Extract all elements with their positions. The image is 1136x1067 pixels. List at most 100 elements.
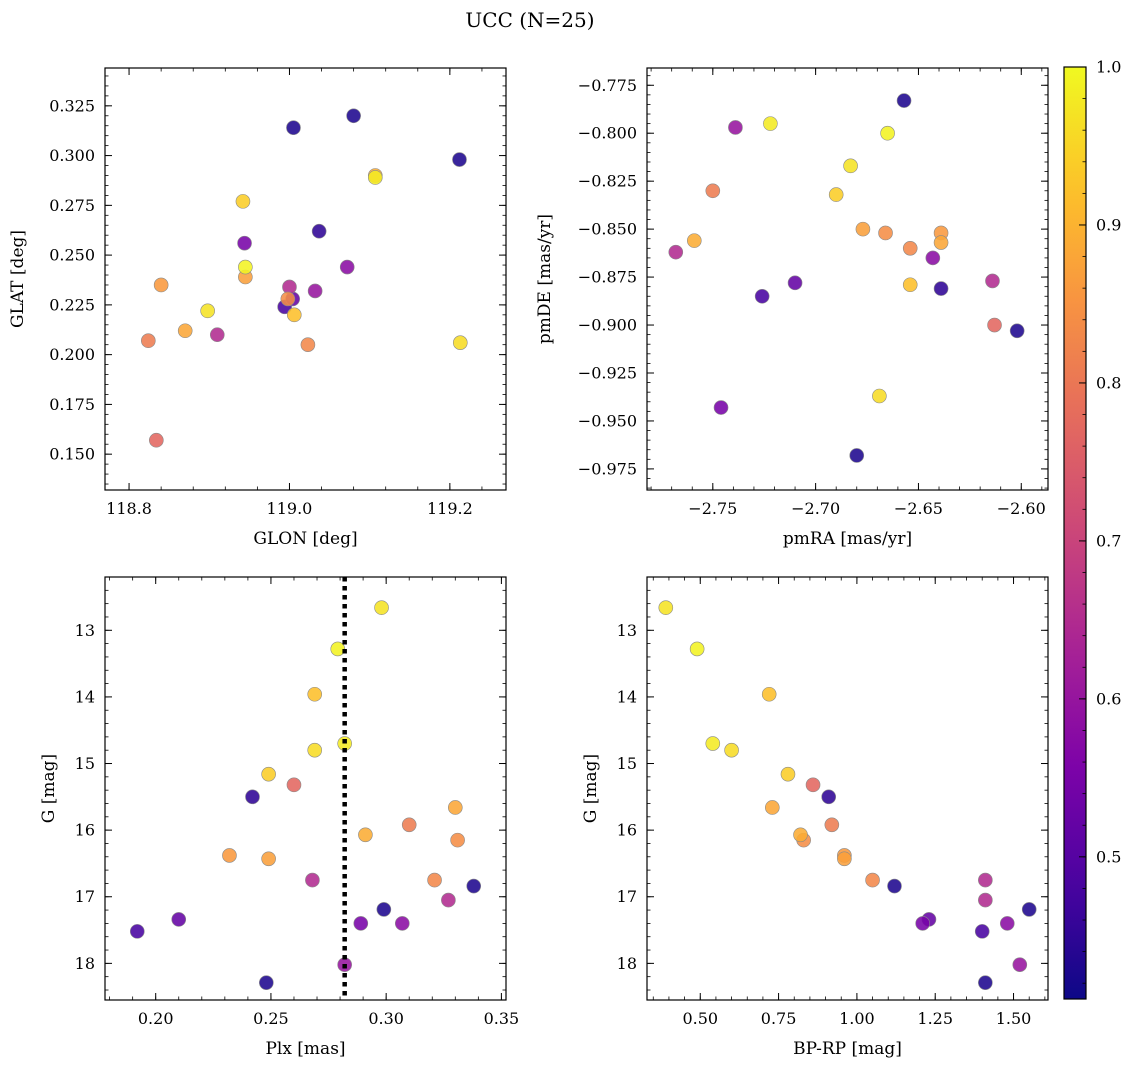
data-point — [141, 333, 156, 349]
data-point — [129, 924, 145, 939]
x-tick-label: 118.8 — [106, 499, 152, 518]
data-point — [286, 120, 301, 136]
y-tick-label: −0.875 — [578, 268, 637, 287]
y-tick-label: 0.225 — [49, 295, 95, 314]
data-point — [286, 777, 302, 793]
y-tick-label: 15 — [75, 754, 95, 773]
data-point — [849, 448, 865, 463]
y-tick-label: 0.325 — [49, 96, 95, 115]
data-point — [171, 912, 187, 927]
data-point — [1009, 323, 1025, 339]
y-tick-label: −0.975 — [578, 459, 637, 478]
data-point — [978, 892, 993, 908]
y-tick-label: −0.775 — [578, 76, 637, 95]
data-point — [915, 916, 930, 931]
data-point — [878, 225, 893, 241]
data-point — [376, 902, 392, 917]
x-tick-label: 0.25 — [253, 1009, 289, 1028]
x-tick-label: 0.35 — [484, 1009, 520, 1028]
data-point — [153, 277, 169, 293]
y-tick-label: 0.250 — [49, 246, 95, 265]
x-tick-label: 119.2 — [427, 499, 473, 518]
data-point — [305, 872, 320, 888]
x-tick-label: 0.75 — [761, 1009, 797, 1028]
data-point — [793, 827, 808, 843]
y-tick-label: 17 — [75, 887, 95, 906]
x-axis-label: BP-RP [mag] — [793, 1039, 902, 1059]
x-tick-label: 1.50 — [996, 1009, 1032, 1028]
y-tick-label: 13 — [75, 621, 95, 640]
colorbar-tick-label: 0.5 — [1096, 847, 1121, 866]
x-tick-label: −2.65 — [894, 499, 943, 518]
data-point — [450, 832, 465, 848]
data-point — [452, 152, 467, 167]
y-tick-label: 0.300 — [49, 146, 95, 165]
data-point — [447, 800, 463, 815]
data-point — [754, 288, 770, 304]
data-point — [307, 283, 323, 299]
colorbar: 0.5 0.6 0.7 0.8 0.9 1.0 — [1063, 58, 1121, 1000]
data-point — [985, 273, 1000, 289]
data-point — [441, 892, 456, 908]
data-point — [843, 158, 858, 174]
colorbar-tick-label: 0.8 — [1096, 373, 1121, 392]
axes-frame — [104, 67, 507, 491]
data-point — [358, 827, 373, 843]
data-point — [346, 108, 361, 124]
data-point — [286, 307, 302, 323]
data-points — [658, 600, 1037, 990]
y-tick-label: 18 — [617, 954, 637, 973]
plx-g-panel: 0.20 0.25 0.30 0.35 13 14 15 16 17 18 Plx [mas] G [… — [39, 576, 520, 1059]
data-point — [705, 183, 721, 199]
data-point — [933, 235, 949, 250]
figure-title: UCC (N=25) — [465, 8, 594, 32]
data-point — [307, 686, 323, 702]
data-point — [235, 194, 251, 209]
cmd-panel: 0.50 0.75 1.00 1.25 1.50 13 14 15 16 17 18 BP-RP [m… — [581, 576, 1049, 1059]
colorbar-tick-label: 1.0 — [1096, 58, 1121, 77]
data-point — [307, 742, 323, 758]
x-tick-label: 0.20 — [138, 1009, 174, 1028]
data-point — [713, 400, 729, 415]
y-axis-label: pmDE [mas/yr] — [535, 214, 555, 344]
y-tick-label: 0.275 — [49, 196, 95, 215]
y-axis-label: G [mag] — [39, 754, 59, 823]
data-point — [200, 303, 215, 319]
y-tick-label: 14 — [75, 687, 95, 706]
data-point — [865, 872, 880, 888]
data-point — [149, 432, 164, 448]
y-tick-label: 16 — [617, 821, 637, 840]
data-point — [933, 281, 949, 296]
data-point — [209, 327, 225, 343]
data-point — [222, 848, 237, 863]
data-point — [668, 244, 684, 260]
data-point — [872, 388, 887, 404]
data-point — [855, 221, 871, 237]
colorbar-gradient — [1063, 66, 1087, 1000]
data-point — [237, 235, 252, 251]
data-point — [177, 323, 193, 339]
y-axis-label: G [mag] — [581, 754, 601, 823]
y-tick-label: 17 — [617, 887, 637, 906]
glon-glat-panel: 118.8 119.0 119.2 0.150 0.175 0.200 0.225 0.250… — [8, 67, 507, 549]
data-point — [902, 241, 918, 256]
colorbar-tick-label: 0.6 — [1096, 689, 1121, 708]
data-point — [763, 116, 778, 131]
x-tick-label: −2.70 — [791, 499, 840, 518]
data-point — [259, 975, 274, 990]
data-point — [1021, 902, 1037, 917]
colorbar-tick-label: 0.7 — [1096, 531, 1121, 550]
data-point — [824, 817, 840, 833]
data-point — [705, 736, 721, 751]
data-point — [728, 120, 743, 135]
y-tick-label: −0.850 — [578, 220, 637, 239]
y-tick-label: 0.200 — [49, 345, 95, 364]
x-tick-label: 119.0 — [267, 499, 313, 518]
data-point — [837, 851, 852, 867]
x-axis-label: pmRA [mas/yr] — [783, 529, 912, 549]
x-tick-label: −2.75 — [688, 499, 737, 518]
data-point — [686, 233, 702, 248]
x-tick-label: 0.30 — [368, 1009, 404, 1028]
x-tick-label: −2.60 — [997, 499, 1046, 518]
